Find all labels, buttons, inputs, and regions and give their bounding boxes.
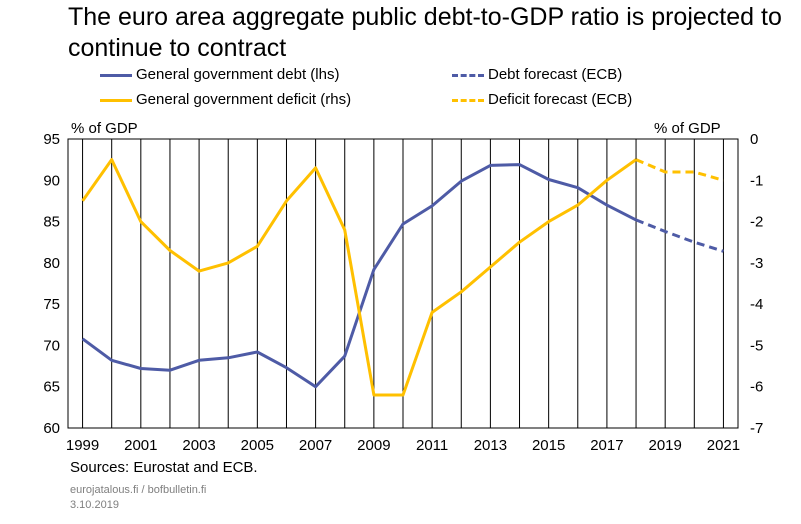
x-tick-label: 2005	[241, 437, 274, 454]
legend-label-debt: General government debt (lhs)	[136, 66, 340, 83]
y-left-tick-label: 75	[43, 296, 60, 313]
legend-item-deficit-forecast: Deficit forecast (ECB)	[452, 91, 632, 109]
x-tick-label: 2013	[474, 437, 507, 454]
site-credit: eurojatalous.fi / bofbulletin.fi	[70, 484, 207, 496]
y-right-tick-label: 0	[750, 131, 758, 148]
x-tick-label: 2019	[648, 437, 681, 454]
x-tick-label: 2015	[532, 437, 565, 454]
x-tick-label: 2003	[182, 437, 215, 454]
y-right-tick-label: -5	[750, 337, 763, 354]
chart-title: The euro area aggregate public debt-to-G…	[68, 3, 782, 62]
x-tick-label: 2009	[357, 437, 390, 454]
y-left-tick-label: 60	[43, 420, 60, 437]
publication-date: 3.10.2019	[70, 499, 119, 511]
x-tick-label: 2001	[124, 437, 157, 454]
right-axis-unit: % of GDP	[654, 120, 721, 137]
legend-label-deficit-forecast: Deficit forecast (ECB)	[488, 91, 633, 108]
deficit-forecast-line	[635, 158, 724, 182]
x-tick-label: 2007	[299, 437, 332, 454]
x-tick-label: 1999	[66, 437, 99, 454]
y-left-tick-label: 65	[43, 379, 60, 396]
x-tick-label: 2011	[416, 437, 448, 454]
legend-item-deficit: General government deficit (rhs)	[100, 91, 351, 109]
y-left-tick-label: 70	[43, 337, 60, 354]
y-right-tick-label: -6	[750, 379, 763, 396]
debt-line	[81, 163, 637, 389]
x-tick-label: 2017	[590, 437, 623, 454]
legend-swatch-deficit	[100, 98, 132, 102]
legend-item-debt: General government debt (lhs)	[100, 66, 339, 84]
deficit-line	[81, 158, 637, 397]
y-left-tick-label: 85	[43, 214, 60, 231]
legend-swatch-debt-forecast	[452, 73, 484, 77]
y-left-tick-label: 90	[43, 172, 60, 189]
y-right-tick-label: -4	[750, 296, 763, 313]
plot-frame	[67, 138, 739, 429]
legend-swatch-debt	[100, 73, 132, 77]
y-right-tick-label: -7	[750, 420, 763, 437]
legend-item-debt-forecast: Debt forecast (ECB)	[452, 66, 622, 84]
sources-note: Sources: Eurostat and ECB.	[70, 459, 258, 476]
left-axis-unit: % of GDP	[71, 120, 138, 137]
legend-swatch-deficit-forecast	[452, 98, 484, 102]
y-left-tick-label: 80	[43, 255, 60, 272]
x-tick-label: 2021	[707, 437, 740, 454]
y-right-tick-label: -2	[750, 214, 763, 231]
y-left-tick-label: 95	[43, 131, 60, 148]
y-right-tick-label: -1	[750, 172, 763, 189]
y-right-tick-label: -3	[750, 255, 763, 272]
legend-label-deficit: General government deficit (rhs)	[136, 91, 352, 108]
debt-forecast-line	[635, 218, 724, 253]
legend-label-debt-forecast: Debt forecast (ECB)	[488, 66, 623, 83]
